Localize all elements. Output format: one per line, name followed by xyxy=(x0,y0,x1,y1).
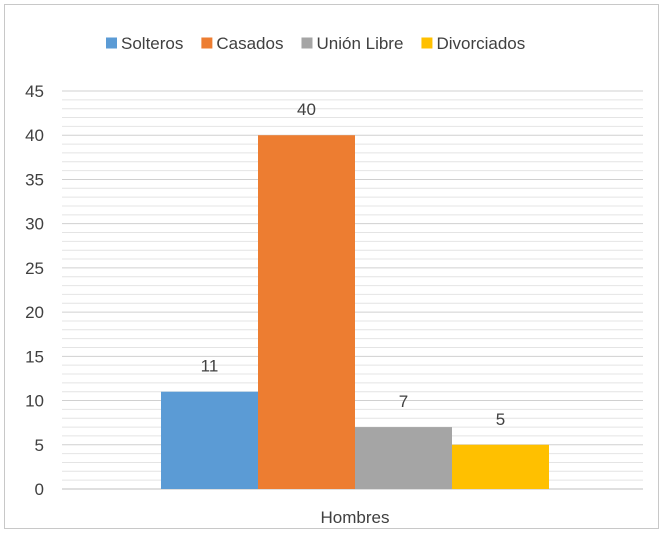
legend-swatch xyxy=(201,37,213,49)
y-tick-label: 20 xyxy=(25,303,44,322)
legend-item: Unión Libre xyxy=(301,34,403,53)
legend-swatch xyxy=(421,37,433,49)
x-tick-label: Hombres xyxy=(321,508,390,527)
legend-swatch xyxy=(106,37,117,49)
data-label: 40 xyxy=(297,100,316,119)
y-tick-label: 35 xyxy=(25,170,44,189)
bars xyxy=(161,135,549,489)
bar-unión-libre xyxy=(355,427,452,489)
bar-divorciados xyxy=(452,444,549,489)
legend-label: Solteros xyxy=(121,34,183,53)
y-tick-label: 30 xyxy=(25,215,44,234)
legend-item: Divorciados xyxy=(421,34,525,53)
y-tick-label: 10 xyxy=(25,392,44,411)
y-tick-label: 45 xyxy=(25,82,44,101)
bar-casados xyxy=(258,135,355,489)
y-tick-label: 5 xyxy=(35,436,44,455)
data-label: 11 xyxy=(201,357,219,376)
legend-item: Solteros xyxy=(106,34,183,53)
legend: Solteros Casados Unión Libre Divorciados xyxy=(106,34,525,53)
y-axis: 0 5 10 15 20 25 30 35 40 45 xyxy=(25,82,643,499)
data-label: 7 xyxy=(399,392,408,411)
data-labels: 11 40 7 5 xyxy=(201,100,506,429)
x-axis: Hombres xyxy=(321,508,390,527)
data-label: 5 xyxy=(496,410,505,429)
legend-item: Casados xyxy=(201,34,283,53)
legend-swatch xyxy=(301,37,313,49)
legend-label: Divorciados xyxy=(436,34,525,53)
y-tick-label: 40 xyxy=(25,126,44,145)
bar-solteros xyxy=(161,391,258,489)
y-tick-label: 0 xyxy=(35,480,44,499)
legend-label: Casados xyxy=(216,34,283,53)
y-tick-label: 25 xyxy=(25,259,44,278)
y-tick-label: 15 xyxy=(25,347,44,366)
legend-label: Unión Libre xyxy=(316,34,403,53)
